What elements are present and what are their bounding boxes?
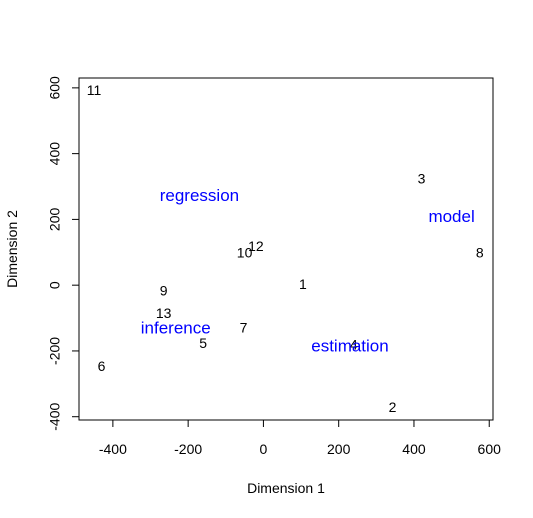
point-label: 12	[248, 238, 264, 254]
y-tick-label: -400	[47, 402, 63, 430]
plot-area	[78, 77, 494, 421]
x-tick-label: 600	[478, 441, 502, 457]
term-label: model	[428, 207, 474, 226]
term-label: estimation	[311, 336, 388, 355]
y-tick-label: -200	[47, 337, 63, 365]
term-label: inference	[141, 318, 211, 337]
point-label: 8	[476, 245, 484, 261]
x-tick-label: -400	[99, 441, 127, 457]
y-tick-label: 0	[47, 281, 63, 289]
y-axis: -400 -200 0 200 400 600	[47, 76, 80, 431]
point-label: 5	[199, 335, 207, 351]
y-tick-label: 600	[47, 76, 63, 100]
y-axis-label: Dimension 2	[4, 210, 20, 288]
y-tick-label: 200	[47, 208, 63, 232]
x-tick-label: -200	[174, 441, 202, 457]
point-label: 9	[160, 282, 168, 298]
point-label: 1	[299, 276, 307, 292]
x-tick-label: 400	[402, 441, 426, 457]
point-label: 4	[350, 337, 358, 353]
point-label: 6	[98, 358, 106, 374]
x-axis-label: Dimension 1	[247, 480, 325, 496]
point-label: 11	[87, 82, 102, 98]
point-label: 3	[418, 171, 426, 187]
point-label: 10	[237, 245, 253, 261]
x-tick-label: 0	[260, 441, 268, 457]
term-label: regression	[160, 186, 239, 205]
term-labels: regression model inference estimation	[141, 186, 475, 356]
point-label: 13	[156, 305, 172, 321]
x-axis: -400 -200 0 200 400 600	[99, 419, 502, 457]
y-tick-label: 400	[47, 142, 63, 166]
point-label: 7	[240, 320, 248, 336]
x-tick-label: 200	[327, 441, 351, 457]
point-label: 2	[389, 399, 397, 415]
